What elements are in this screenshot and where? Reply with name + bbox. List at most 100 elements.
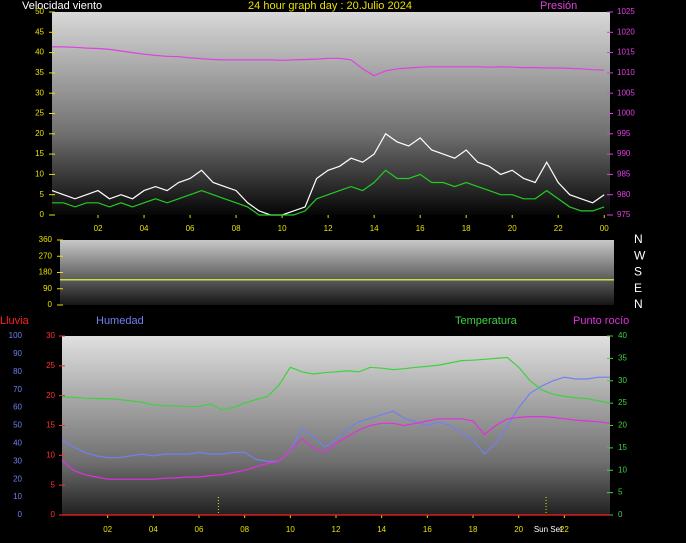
y-tick-label: 10 [13, 492, 22, 501]
y2-tick-label: W [634, 248, 646, 262]
x-tick-label: 18 [462, 224, 471, 233]
y-tick-label: 0 [40, 210, 45, 219]
y-tick-label: 5 [40, 190, 45, 199]
chart-title: 24 hour graph day : 20.Julio 2024 [248, 0, 412, 12]
x-tick-label: 08 [240, 525, 249, 534]
y3-tick-label: 25 [618, 398, 627, 407]
y3-tick-label: 0 [618, 510, 623, 519]
pressure-label: Presión [540, 0, 577, 12]
x-tick-label: 02 [94, 224, 103, 233]
x-tick-label: 22 [560, 525, 569, 534]
y-tick-label: 40 [13, 439, 22, 448]
y-tick-label: 10 [35, 170, 44, 179]
y-tick-label: 60 [13, 403, 22, 412]
y-tick-label: 50 [13, 421, 22, 430]
x-tick-label: 20 [508, 224, 517, 233]
x-tick-label: 04 [140, 224, 149, 233]
x-tick-label: 02 [103, 525, 112, 534]
wind-label: Velocidad viento [22, 0, 102, 12]
series-label: Temperatura [455, 315, 518, 327]
series-line [61, 356, 611, 411]
y-tick-label: 360 [39, 235, 53, 244]
series-line [51, 132, 605, 216]
x-tick-label: 06 [186, 224, 195, 233]
y2-tick-label: 15 [46, 421, 55, 430]
x-tick-label: 14 [370, 224, 379, 233]
x-tick-label: 22 [554, 224, 563, 233]
series-label: Lluvia [0, 315, 30, 327]
x-tick-label: 10 [278, 224, 287, 233]
x-tick-label: 04 [149, 525, 158, 534]
sun-label: Sun Set [534, 525, 563, 534]
series-line [52, 169, 605, 216]
y-tick-label: 35 [35, 68, 44, 77]
y2-tick-label: 985 [617, 170, 631, 179]
series-label: Punto rocío [573, 315, 629, 327]
y-tick-label: 90 [43, 284, 52, 293]
y2-tick-label: 990 [617, 149, 631, 158]
y-tick-label: 100 [9, 331, 23, 340]
y2-tick-label: 975 [617, 210, 631, 219]
x-tick-label: 06 [195, 525, 204, 534]
y-tick-label: 25 [35, 109, 44, 118]
y-tick-label: 0 [18, 510, 23, 519]
y-tick-label: 40 [35, 48, 44, 57]
series-label: Humedad [96, 315, 144, 327]
x-tick-label: 16 [423, 525, 432, 534]
y-tick-label: 0 [48, 300, 53, 309]
x-tick-label: 12 [324, 224, 333, 233]
y-tick-label: 30 [35, 88, 44, 97]
y2-tick-label: 1020 [617, 27, 635, 36]
y-tick-label: 45 [35, 27, 44, 36]
y2-tick-label: 20 [46, 391, 55, 400]
y2-tick-label: 1005 [617, 88, 635, 97]
y-tick-label: 20 [13, 474, 22, 483]
x-tick-label: 16 [416, 224, 425, 233]
y-tick-label: 180 [39, 268, 53, 277]
y2-tick-label: N [634, 297, 643, 311]
y3-tick-label: 5 [618, 488, 623, 497]
series-line [61, 416, 611, 480]
y-tick-label: 90 [13, 349, 22, 358]
series-line [52, 46, 605, 77]
y3-tick-label: 15 [618, 443, 627, 452]
y2-tick-label: 1015 [617, 48, 635, 57]
x-tick-label: 18 [469, 525, 478, 534]
y2-tick-label: 1000 [617, 109, 635, 118]
y-tick-label: 50 [35, 7, 44, 16]
y2-tick-label: 995 [617, 129, 631, 138]
x-tick-label: 20 [514, 525, 523, 534]
y-tick-label: 70 [13, 385, 22, 394]
y2-tick-label: N [634, 232, 643, 246]
y2-tick-label: 0 [51, 510, 56, 519]
y2-tick-label: 980 [617, 190, 631, 199]
y2-tick-label: 5 [51, 480, 56, 489]
y2-tick-label: 1025 [617, 7, 635, 16]
panel-climate [62, 336, 610, 515]
y3-tick-label: 30 [618, 376, 627, 385]
y3-tick-label: 40 [618, 331, 627, 340]
y3-tick-label: 10 [618, 465, 627, 474]
y2-tick-label: 30 [46, 331, 55, 340]
y2-tick-label: 25 [46, 361, 55, 370]
y-tick-label: 15 [35, 149, 44, 158]
series-line [61, 376, 610, 462]
x-tick-label: 08 [232, 224, 241, 233]
x-tick-label: 00 [600, 224, 609, 233]
panel-wind [52, 12, 610, 215]
y3-tick-label: 35 [618, 353, 627, 362]
y-tick-label: 30 [13, 456, 22, 465]
y-tick-label: 20 [35, 129, 44, 138]
y2-tick-label: 10 [46, 450, 55, 459]
x-tick-label: 12 [332, 525, 341, 534]
y3-tick-label: 20 [618, 421, 627, 430]
x-tick-label: 14 [377, 525, 386, 534]
y2-tick-label: S [634, 265, 642, 279]
panel-direction [60, 240, 614, 305]
y2-tick-label: E [634, 281, 642, 295]
y-tick-label: 270 [39, 251, 53, 260]
x-tick-label: 10 [286, 525, 295, 534]
y2-tick-label: 1010 [617, 68, 635, 77]
y-tick-label: 80 [13, 367, 22, 376]
